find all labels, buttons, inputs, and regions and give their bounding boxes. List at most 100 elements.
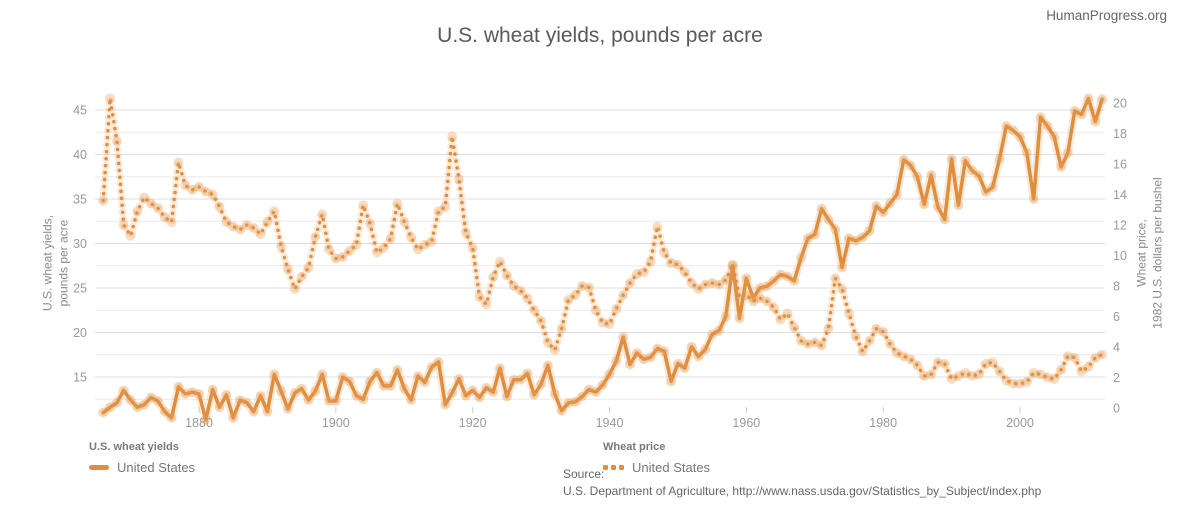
data-point-marker	[125, 230, 136, 241]
data-point-marker	[296, 383, 307, 394]
y-right-tick-label: 12	[1113, 219, 1127, 233]
data-point-marker	[536, 379, 547, 390]
legend-price-item-label: United States	[632, 460, 711, 475]
data-point-marker	[1008, 125, 1019, 136]
data-point-marker	[974, 170, 984, 181]
y-left-tick-label: 30	[73, 237, 87, 251]
data-point-marker	[796, 252, 807, 263]
data-point-marker	[139, 399, 150, 410]
data-point-marker	[967, 371, 978, 381]
data-point-marker	[187, 184, 198, 195]
data-point-marker	[748, 296, 759, 307]
data-point-marker	[1076, 366, 1087, 377]
data-point-marker	[796, 335, 807, 346]
data-point-marker	[912, 171, 923, 182]
data-point-marker	[399, 383, 410, 394]
data-point-marker	[460, 390, 471, 401]
legend-price-heading: Wheat price	[603, 441, 666, 453]
data-point-marker	[850, 235, 861, 246]
data-point-marker	[200, 186, 211, 197]
data-point-marker	[406, 395, 417, 406]
data-point-marker	[577, 391, 588, 402]
data-point-marker	[474, 291, 485, 302]
y-left-tick-label: 25	[73, 282, 87, 296]
y-right-tick-label: 16	[1113, 158, 1127, 172]
data-point-marker	[262, 217, 273, 227]
data-point-marker	[693, 351, 704, 362]
data-point-marker	[207, 189, 218, 200]
data-point-marker	[180, 180, 191, 191]
data-point-marker	[700, 279, 711, 290]
data-point-marker	[488, 271, 499, 282]
data-point-marker	[987, 357, 998, 368]
data-point-marker	[755, 283, 765, 293]
data-point-marker	[371, 367, 382, 378]
data-point-marker	[1008, 378, 1019, 389]
data-point-marker	[467, 242, 478, 253]
legend-yields-heading: U.S. wheat yields	[89, 441, 179, 453]
data-point-marker	[344, 245, 355, 256]
legend-yields-item[interactable]: United States	[89, 460, 195, 475]
data-point-marker	[844, 233, 854, 244]
data-point-marker	[330, 396, 341, 406]
series-solid-line[interactable]	[101, 96, 1104, 422]
data-point-marker	[932, 357, 943, 368]
data-point-marker	[871, 201, 882, 212]
data-point-marker	[344, 376, 355, 387]
data-point-marker	[686, 278, 697, 288]
data-point-marker	[789, 322, 800, 333]
data-point-marker	[857, 232, 868, 243]
y-left-tick-label: 20	[73, 326, 87, 340]
data-point-marker	[481, 299, 492, 310]
data-point-marker	[351, 239, 362, 250]
source-note: Source: U.S. Department of Agriculture, …	[563, 466, 1041, 501]
data-point-marker	[905, 160, 916, 171]
y-left-tick-label: 45	[73, 104, 87, 118]
legend-price-item[interactable]: United States	[603, 460, 710, 475]
series-dotted-line[interactable]	[101, 98, 1104, 386]
data-point-marker	[741, 273, 752, 284]
data-point-marker	[1090, 352, 1101, 363]
data-point-marker	[324, 244, 334, 255]
legend-yields-item-label: United States	[117, 460, 196, 475]
data-point-marker	[878, 207, 889, 218]
data-point-marker	[495, 363, 505, 374]
data-point-marker	[604, 369, 615, 380]
data-point-marker	[187, 387, 198, 398]
data-point-marker	[378, 380, 389, 391]
data-point-marker	[878, 326, 889, 337]
y-axis-title-right-line1: Wheat price,	[1134, 219, 1149, 287]
y-right-tick-label: 8	[1113, 280, 1120, 294]
data-point-marker	[926, 170, 937, 180]
data-point-marker	[194, 388, 204, 399]
data-point-marker	[666, 258, 677, 269]
data-point-marker	[289, 284, 300, 294]
data-point-marker	[228, 412, 239, 423]
data-point-marker	[987, 182, 998, 193]
data-point-marker	[830, 273, 841, 284]
data-point-marker	[720, 311, 731, 322]
data-point-marker	[365, 376, 375, 387]
data-point-marker	[228, 221, 239, 232]
data-point-marker	[173, 157, 184, 168]
y-axis-title-left-line2: pounds per acre	[56, 219, 70, 307]
data-point-marker	[447, 388, 458, 398]
data-point-marker	[652, 221, 663, 232]
data-point-marker	[898, 351, 909, 362]
data-point-marker	[625, 359, 635, 370]
y-right-tick-label: 10	[1113, 249, 1127, 263]
data-point-marker	[659, 346, 670, 357]
data-point-marker	[802, 233, 813, 244]
data-point-marker	[269, 206, 280, 217]
data-point-marker	[570, 396, 581, 407]
y-axis-title-left-line1: U.S. wheat yields,	[40, 214, 55, 312]
y-right-tick-label: 14	[1113, 188, 1127, 202]
source-label: Source:	[563, 467, 605, 481]
data-point-marker	[1042, 121, 1053, 131]
data-point-marker	[905, 354, 916, 365]
data-point-marker	[522, 293, 533, 304]
data-point-marker	[611, 356, 622, 366]
data-point-marker	[693, 284, 704, 294]
data-point-marker	[652, 343, 663, 354]
